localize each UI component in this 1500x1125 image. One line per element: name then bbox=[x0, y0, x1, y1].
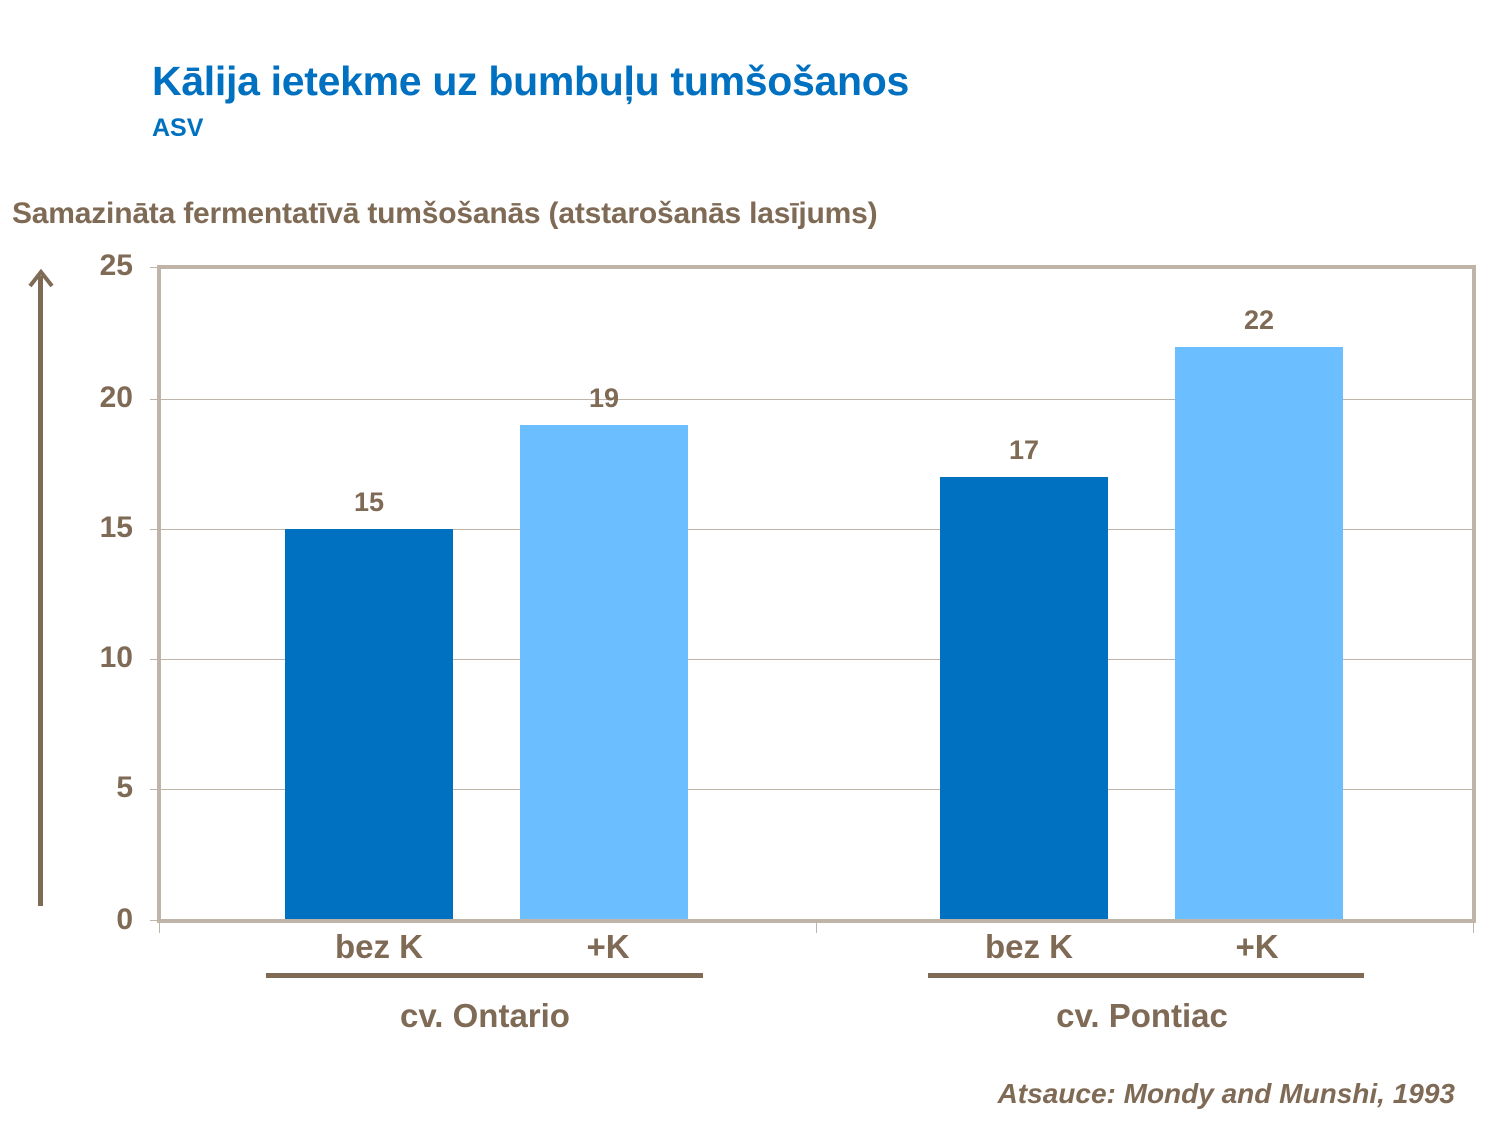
value-label: 15 bbox=[353, 487, 385, 517]
y-tick bbox=[150, 399, 161, 400]
y-tick-label: 0 bbox=[116, 903, 133, 936]
value-label: 17 bbox=[1008, 435, 1040, 465]
x-label-pontiac-bez-k: bez K bbox=[984, 928, 1073, 965]
value-label: 19 bbox=[588, 383, 620, 413]
plot-area: 25 20 15 10 5 0 15 19 17 22 bbox=[100, 249, 1476, 936]
chart-subtitle: ASV bbox=[152, 114, 204, 142]
bar-ontario-plus-k bbox=[520, 425, 688, 919]
gridline-15 bbox=[161, 529, 1472, 530]
y-tick bbox=[150, 920, 161, 921]
x-tick bbox=[816, 919, 817, 933]
gridline-10 bbox=[161, 659, 1472, 660]
gridline-20 bbox=[161, 399, 1472, 400]
y-tick-label: 15 bbox=[99, 511, 133, 544]
bar-pontiac-plus-k bbox=[1175, 347, 1343, 919]
group-label-ontario: cv. Ontario bbox=[400, 997, 570, 1034]
y-tick bbox=[150, 267, 161, 268]
group-bracket-pontiac bbox=[928, 973, 1364, 978]
x-label-ontario-plus-k: +K bbox=[586, 928, 630, 965]
y-tick bbox=[150, 789, 161, 790]
group-label-pontiac: cv. Pontiac bbox=[1056, 997, 1228, 1034]
group-bracket-ontario bbox=[266, 973, 703, 978]
x-tick bbox=[159, 919, 160, 933]
y-tick-label: 10 bbox=[99, 641, 133, 674]
chart-title: Kālija ietekme uz bumbuļu tumšošanos bbox=[152, 58, 909, 104]
y-axis-arrow bbox=[38, 276, 43, 906]
y-tick bbox=[150, 659, 161, 660]
y-tick-label: 25 bbox=[99, 249, 133, 282]
arrow-up-icon bbox=[28, 268, 54, 288]
x-label-ontario-bez-k: bez K bbox=[334, 928, 423, 965]
gridline-5 bbox=[161, 789, 1472, 790]
bar-pontiac-bez-k bbox=[940, 477, 1108, 919]
x-tick bbox=[1473, 919, 1474, 933]
y-tick-label: 20 bbox=[99, 381, 133, 414]
y-tick-label: 5 bbox=[116, 771, 133, 804]
bar-ontario-bez-k bbox=[285, 529, 453, 919]
y-tick bbox=[150, 529, 161, 530]
source-citation: Atsauce: Mondy and Munshi, 1993 bbox=[997, 1078, 1455, 1109]
y-axis-label: Samazināta fermentatīvā tumšošanās (atst… bbox=[12, 197, 878, 230]
x-label-pontiac-plus-k: +K bbox=[1235, 928, 1279, 965]
value-label: 22 bbox=[1243, 305, 1275, 335]
